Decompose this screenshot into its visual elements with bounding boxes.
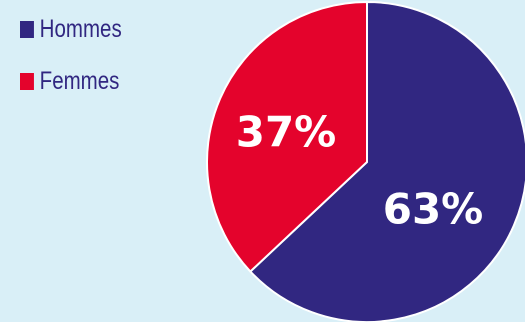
pie-slice-hommes bbox=[249, 1, 525, 322]
legend-swatch-hommes bbox=[20, 20, 34, 38]
pie-labels: 63% 37% bbox=[236, 108, 484, 234]
legend-item-hommes: Hommes bbox=[20, 12, 122, 46]
legend-swatch-femmes bbox=[20, 72, 34, 90]
pie-label-femmes: 37% bbox=[236, 108, 337, 157]
legend: Hommes Femmes bbox=[20, 12, 122, 116]
legend-label-femmes: Femmes bbox=[39, 66, 120, 95]
pie-slices bbox=[206, 1, 525, 322]
pie-slice-femmes bbox=[206, 1, 368, 273]
legend-item-femmes: Femmes bbox=[20, 64, 122, 98]
pie-label-hommes: 63% bbox=[383, 185, 484, 234]
legend-label-hommes: Hommes bbox=[39, 14, 122, 43]
